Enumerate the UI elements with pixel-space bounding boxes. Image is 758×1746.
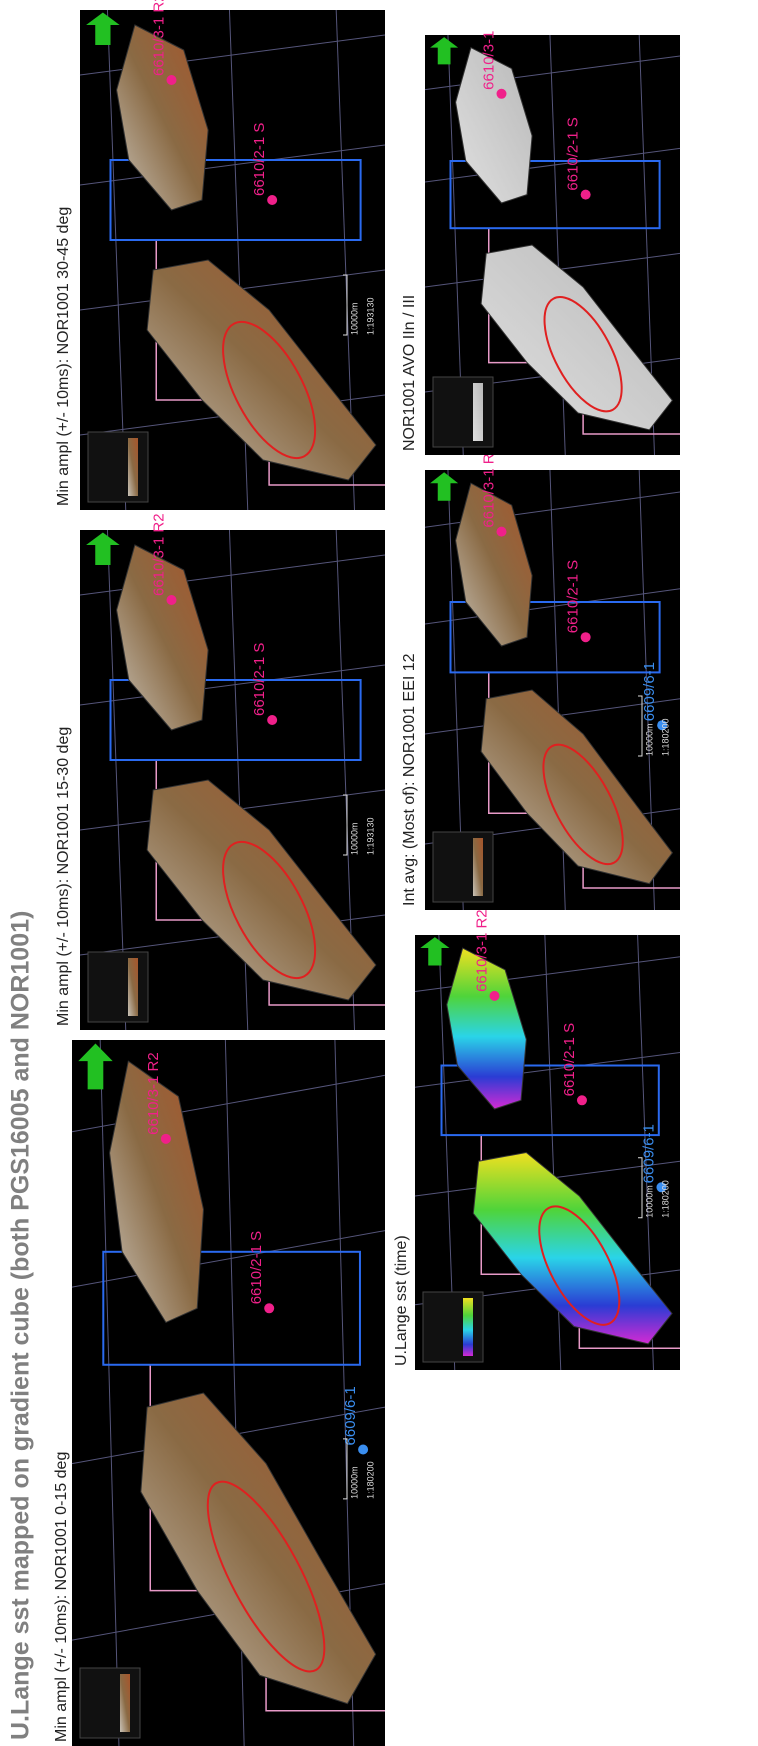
map-panel: 6610/3-1 6610/2-1 S xyxy=(425,31,680,455)
slide-title: U.Lange sst mapped on gradient cube (bot… xyxy=(7,911,35,1740)
panel-caption: Min ampl (+/- 10ms): NOR1001 0-15 deg xyxy=(53,1452,70,1742)
well-label: 6609/6-1 xyxy=(342,1386,359,1445)
well-label: 6610/3-1 R2 xyxy=(150,513,167,596)
scale-label: 1:180200 xyxy=(365,1461,375,1499)
color-ramp xyxy=(128,958,138,1016)
color-legend xyxy=(88,432,148,502)
well-label: 6610/3-1 R2 xyxy=(480,445,497,528)
map-panel: 6610/3-1 R2 6610/2-1 S 6609/6-1 10000m 1:180… xyxy=(425,445,680,910)
map-panel: 6610/3-1 R2 6610/2-1 S 6609/6-1 10000m 1:180… xyxy=(415,909,680,1370)
well-marker xyxy=(167,75,177,85)
well-marker xyxy=(497,89,507,99)
color-legend xyxy=(80,1668,140,1738)
slide-canvas: U.Lange sst mapped on gradient cube (bot… xyxy=(0,0,758,1746)
scale-label: 10000m xyxy=(644,723,654,756)
scale-label: 10000m xyxy=(349,302,359,335)
panel-caption: U.Lange sst (time) xyxy=(393,1235,410,1366)
well-label: 6610/2-1 S xyxy=(251,643,268,716)
page: U.Lange sst mapped on gradient cube (bot… xyxy=(0,0,758,1746)
color-legend xyxy=(423,1292,483,1362)
well-marker xyxy=(267,195,277,205)
color-legend xyxy=(88,952,148,1022)
panel-caption: Int avg: (Most of): NOR1001 EEI 12 xyxy=(401,653,418,906)
well-label: 6609/6-1 xyxy=(640,1124,657,1183)
well-marker xyxy=(490,991,500,1001)
panel-caption: NOR1001 AVO IIn / III xyxy=(401,295,418,451)
well-marker xyxy=(267,715,277,725)
well-label: 6610/3-1 xyxy=(480,31,497,90)
well-label: 6610/2-1 S xyxy=(561,1023,578,1096)
slide: U.Lange sst mapped on gradient cube (bot… xyxy=(0,0,758,1746)
scale-label: 1:180200 xyxy=(660,1180,670,1218)
color-ramp xyxy=(473,838,483,896)
well-marker xyxy=(581,190,591,200)
well-label: 6610/2-1 S xyxy=(565,117,582,190)
panel-caption: Min ampl (+/- 10ms): NOR1001 30-45 deg xyxy=(55,207,72,506)
scale-label: 10000m xyxy=(349,1466,359,1499)
well-label: 6610/3-1 R2 xyxy=(473,909,490,992)
well-label: 6610/2-1 S xyxy=(251,123,268,196)
color-ramp xyxy=(128,438,138,496)
color-ramp xyxy=(120,1674,130,1732)
scale-label: 1:193130 xyxy=(365,817,375,855)
well-marker xyxy=(358,1444,368,1454)
color-ramp xyxy=(473,383,483,441)
color-legend xyxy=(433,832,493,902)
color-ramp xyxy=(463,1298,473,1356)
well-marker xyxy=(581,632,591,642)
well-marker xyxy=(497,527,507,537)
well-label: 6610/3-1 R2 xyxy=(150,0,167,76)
scale-label: 10000m xyxy=(349,822,359,855)
well-marker xyxy=(577,1095,587,1105)
well-label: 6610/3-1 R2 xyxy=(145,1052,162,1135)
well-label: 6610/2-1 S xyxy=(565,560,582,633)
scale-label: 1:180200 xyxy=(660,718,670,756)
well-label: 6610/2-1 S xyxy=(248,1231,265,1304)
map-panel: 6610/3-1 R2 6610/2-1 S 10000m 1:193130 xyxy=(80,0,385,510)
well-marker xyxy=(264,1303,274,1313)
well-marker xyxy=(161,1134,171,1144)
well-label: 6609/6-1 xyxy=(641,662,658,721)
map-panel: 6610/3-1 R2 6610/2-1 S 6609/6-1 10000m 1:180… xyxy=(72,1040,385,1746)
map-panel: 6610/3-1 R2 6610/2-1 S 10000m 1:193130 xyxy=(80,513,385,1030)
scale-label: 1:193130 xyxy=(365,297,375,335)
well-marker xyxy=(167,595,177,605)
scale-label: 10000m xyxy=(644,1185,654,1218)
panel-caption: Min ampl (+/- 10ms): NOR1001 15-30 deg xyxy=(55,727,72,1026)
color-legend xyxy=(433,377,493,447)
